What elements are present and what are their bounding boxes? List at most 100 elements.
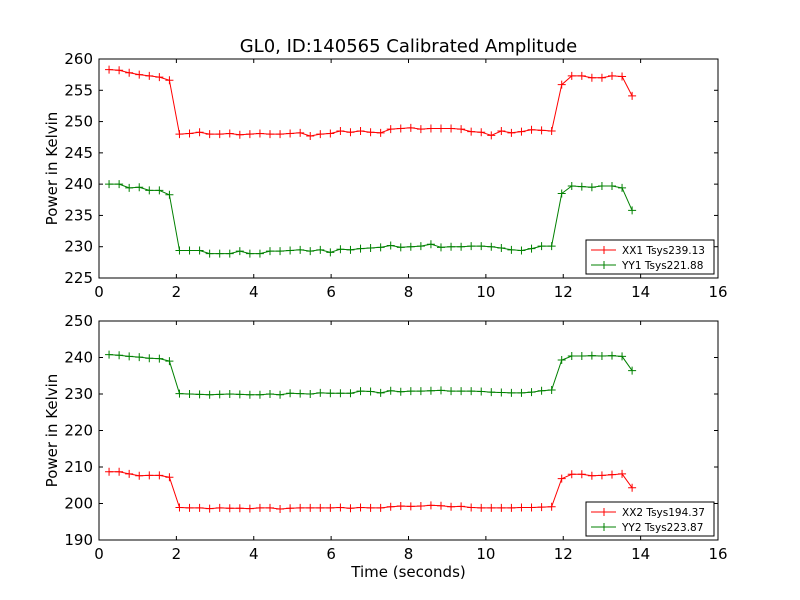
data-point bbox=[215, 130, 224, 139]
data-point bbox=[376, 503, 385, 512]
data-point bbox=[406, 387, 415, 396]
data-point bbox=[618, 72, 627, 81]
data-point bbox=[326, 248, 335, 257]
data-point bbox=[416, 502, 425, 511]
data-point bbox=[115, 351, 124, 360]
data-point bbox=[557, 474, 566, 483]
y-tick-label: 225 bbox=[64, 269, 93, 287]
data-point bbox=[205, 130, 214, 139]
data-point bbox=[607, 351, 616, 360]
y-tick-label: 240 bbox=[64, 349, 93, 367]
data-point bbox=[356, 387, 365, 396]
data-point bbox=[386, 125, 395, 134]
data-point bbox=[477, 503, 486, 512]
data-point bbox=[175, 389, 184, 398]
data-point bbox=[115, 66, 124, 75]
data-point bbox=[517, 246, 526, 255]
data-point bbox=[336, 245, 345, 254]
series-2 bbox=[105, 350, 637, 399]
y-tick-label: 250 bbox=[64, 312, 93, 330]
data-point bbox=[155, 354, 164, 363]
data-point bbox=[316, 388, 325, 397]
data-point bbox=[426, 501, 435, 510]
data-point bbox=[366, 243, 375, 252]
y-tick-label: 255 bbox=[64, 81, 93, 99]
data-point bbox=[235, 247, 244, 256]
data-point bbox=[557, 189, 566, 198]
data-point bbox=[577, 470, 586, 479]
legend-marker bbox=[600, 246, 608, 254]
data-point bbox=[527, 388, 536, 397]
data-point bbox=[105, 350, 114, 359]
data-point bbox=[306, 503, 315, 512]
data-point bbox=[517, 127, 526, 136]
data-point bbox=[185, 129, 194, 138]
data-point bbox=[135, 183, 144, 192]
data-point bbox=[507, 388, 516, 397]
y-tick-label: 230 bbox=[64, 385, 93, 403]
data-point bbox=[537, 242, 546, 251]
data-point bbox=[276, 247, 285, 256]
legend-label: XX1 Tsys239.13 bbox=[622, 245, 705, 257]
data-point bbox=[547, 242, 556, 251]
data-point bbox=[316, 245, 325, 254]
data-point bbox=[587, 351, 596, 360]
legend: XX2 Tsys194.37 YY2 Tsys223.87 bbox=[585, 501, 715, 537]
data-point bbox=[165, 190, 174, 199]
data-point bbox=[326, 503, 335, 512]
data-point bbox=[477, 242, 486, 251]
plot-frame bbox=[98, 320, 719, 541]
data-point bbox=[336, 503, 345, 512]
data-point bbox=[155, 73, 164, 82]
x-tick-label: 2 bbox=[172, 545, 182, 563]
data-point bbox=[346, 389, 355, 398]
y-tick-label: 200 bbox=[64, 495, 93, 513]
data-point bbox=[477, 128, 486, 137]
data-point bbox=[507, 128, 516, 137]
x-tick-label: 6 bbox=[326, 545, 336, 563]
data-point bbox=[125, 183, 134, 192]
data-point bbox=[376, 388, 385, 397]
data-point bbox=[618, 352, 627, 361]
data-point bbox=[316, 503, 325, 512]
data-point bbox=[426, 386, 435, 395]
data-point bbox=[547, 502, 556, 511]
data-point bbox=[447, 124, 456, 133]
legend-label: YY1 Tsys221.88 bbox=[621, 260, 703, 272]
data-point bbox=[165, 357, 174, 366]
data-point bbox=[276, 504, 285, 513]
plot-frame bbox=[98, 58, 719, 279]
y-tick-label: 240 bbox=[64, 175, 93, 193]
data-point bbox=[255, 129, 264, 138]
data-point bbox=[135, 471, 144, 480]
data-point bbox=[557, 356, 566, 365]
y-tick-label: 210 bbox=[64, 458, 93, 476]
data-point bbox=[396, 387, 405, 396]
y-tick-label: 250 bbox=[64, 113, 93, 131]
data-point bbox=[185, 390, 194, 398]
data-point bbox=[567, 352, 576, 361]
data-point bbox=[487, 388, 496, 397]
data-point bbox=[537, 386, 546, 395]
x-tick-label: 12 bbox=[554, 283, 573, 301]
data-point bbox=[105, 180, 114, 189]
data-point bbox=[447, 387, 456, 396]
data-point bbox=[286, 246, 295, 255]
data-point bbox=[326, 389, 335, 398]
x-tick-label: 0 bbox=[94, 545, 104, 563]
data-point bbox=[145, 354, 154, 363]
data-point bbox=[507, 503, 516, 512]
data-point bbox=[406, 242, 415, 251]
data-point bbox=[115, 180, 124, 189]
data-point bbox=[115, 467, 124, 476]
data-point bbox=[597, 471, 606, 480]
legend-marker bbox=[600, 261, 608, 269]
data-point bbox=[467, 503, 476, 512]
x-tick-label: 16 bbox=[708, 283, 727, 301]
x-tick-label: 0 bbox=[94, 283, 104, 301]
data-point bbox=[497, 388, 506, 397]
data-point bbox=[436, 501, 445, 510]
data-point bbox=[487, 131, 496, 140]
data-point bbox=[366, 503, 375, 512]
